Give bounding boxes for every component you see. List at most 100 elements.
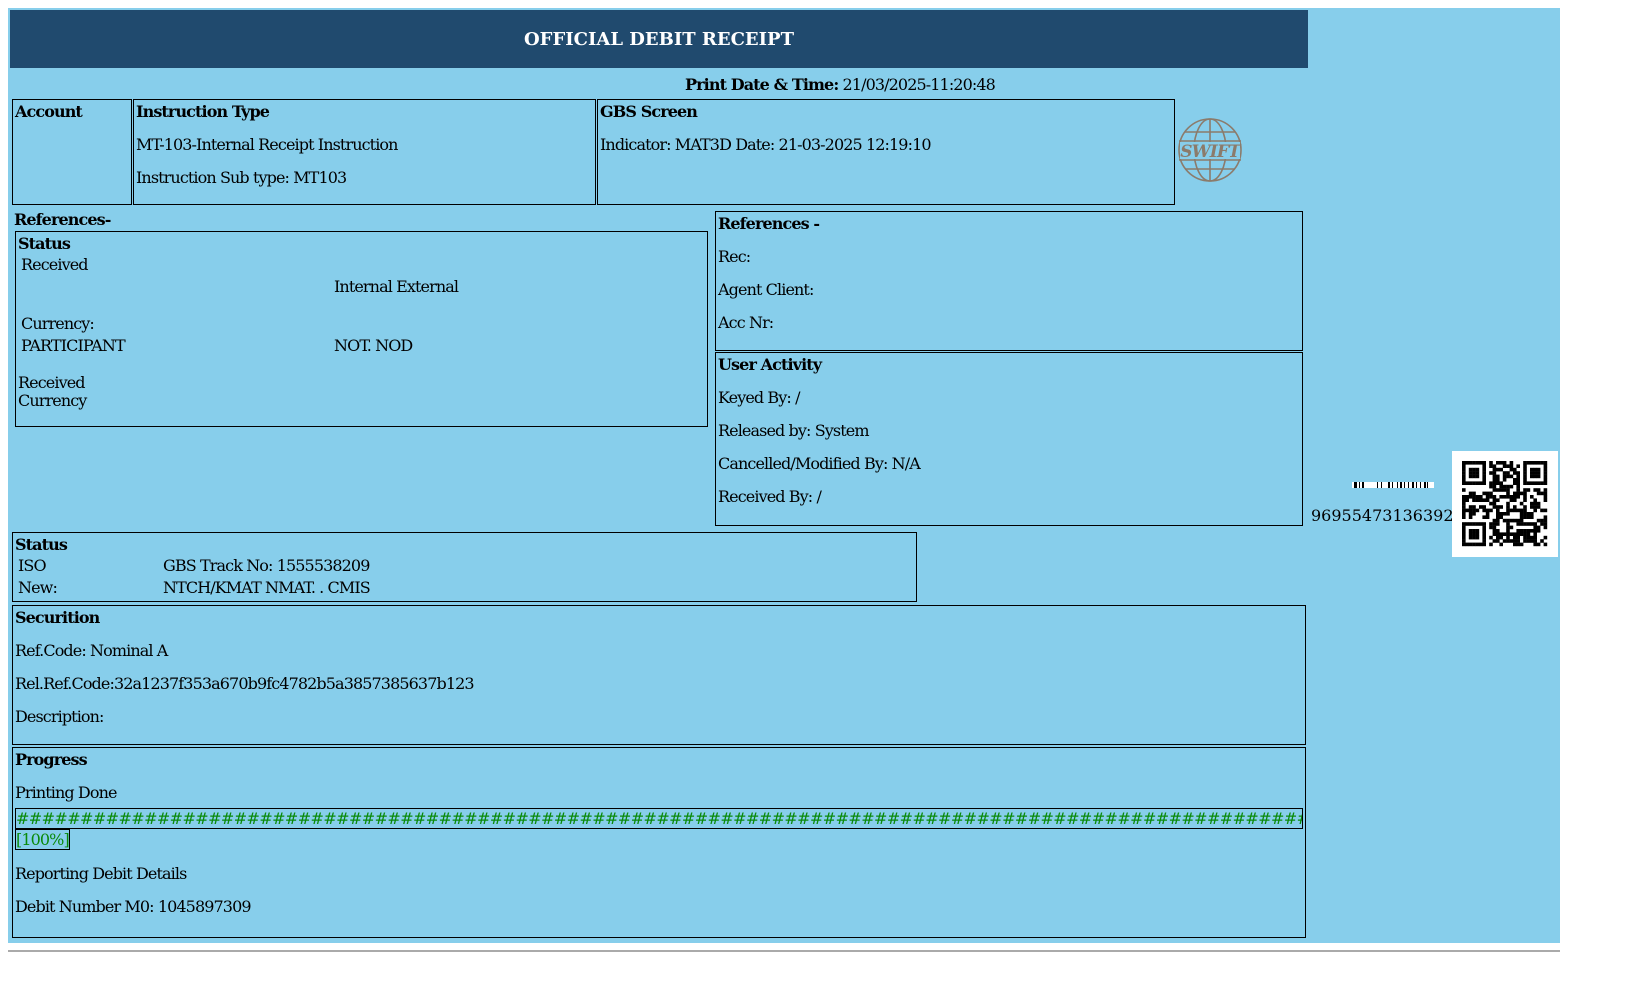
acc-nr: Acc Nr: xyxy=(718,313,774,332)
barcode-number: 96955473136392 xyxy=(1311,506,1454,525)
qr-module xyxy=(1492,522,1497,526)
qr-module xyxy=(1492,539,1497,543)
qr-module xyxy=(1543,535,1548,540)
qr-module xyxy=(1533,498,1537,502)
qr-module xyxy=(1543,508,1548,513)
agent-client: Agent Client: xyxy=(718,280,814,299)
barcode-bar xyxy=(1416,482,1417,488)
qr-module xyxy=(1499,532,1503,536)
qr-module xyxy=(1523,508,1527,513)
barcode-bar xyxy=(1356,482,1357,488)
qr-module xyxy=(1462,471,1466,475)
currency-label: Currency: xyxy=(21,314,95,333)
qr-module xyxy=(1496,478,1500,482)
qr-module xyxy=(1496,532,1500,536)
qr-module xyxy=(1475,522,1480,526)
qr-module xyxy=(1536,542,1541,547)
qr-module xyxy=(1468,481,1473,485)
qr-module xyxy=(1516,532,1520,536)
qr-module xyxy=(1496,522,1500,526)
gbs-indicator: Indicator: MAT3D Date: 21-03-2025 12:19:… xyxy=(600,135,932,154)
qr-module xyxy=(1523,467,1527,472)
qr-module xyxy=(1492,505,1497,509)
qr-module xyxy=(1530,505,1534,509)
qr-module xyxy=(1516,491,1520,496)
qr-module xyxy=(1536,505,1541,509)
qr-module xyxy=(1526,481,1531,485)
barcode-bar xyxy=(1404,482,1405,488)
barcode-bar xyxy=(1392,482,1393,488)
references-label: References- xyxy=(14,210,111,229)
qr-module xyxy=(1489,495,1493,499)
qr-module xyxy=(1489,501,1493,506)
qr-module xyxy=(1489,508,1493,513)
qr-module xyxy=(1523,488,1527,492)
qr-module xyxy=(1523,539,1527,543)
qr-module xyxy=(1530,529,1534,533)
qr-module xyxy=(1543,464,1548,468)
qr-module xyxy=(1472,532,1476,536)
qr-module xyxy=(1530,501,1534,506)
qr-module xyxy=(1530,481,1534,485)
qr-module xyxy=(1533,474,1537,479)
qr-module xyxy=(1526,522,1531,526)
qr-module xyxy=(1506,488,1510,492)
qr-module xyxy=(1526,529,1531,533)
qr-module xyxy=(1530,522,1534,526)
status-box: Status Received Internal External Curren… xyxy=(15,231,708,427)
qr-module xyxy=(1506,471,1510,475)
qr-module xyxy=(1543,488,1548,492)
references-title: References - xyxy=(718,214,820,233)
status-received: Received xyxy=(21,255,89,274)
status-title: Status xyxy=(18,234,71,253)
qr-module xyxy=(1479,542,1483,547)
qr-module xyxy=(1506,501,1510,506)
qr-module xyxy=(1465,522,1469,526)
qr-module xyxy=(1489,542,1493,547)
qr-module xyxy=(1482,491,1486,496)
qr-module xyxy=(1523,532,1527,536)
qr-module xyxy=(1516,542,1520,547)
qr-module xyxy=(1462,481,1466,485)
barcode-bar xyxy=(1362,482,1364,488)
qr-module xyxy=(1523,478,1527,482)
rec: Rec: xyxy=(718,247,751,266)
qr-module xyxy=(1543,471,1548,475)
qr-module xyxy=(1526,539,1531,543)
qr-module xyxy=(1465,481,1469,485)
qr-module xyxy=(1468,529,1473,533)
qr-module xyxy=(1499,515,1503,519)
qr-module xyxy=(1472,491,1476,496)
qr-module xyxy=(1523,515,1527,519)
qr-module xyxy=(1506,474,1510,479)
qr-module xyxy=(1516,508,1520,513)
qr-module xyxy=(1482,498,1486,502)
received-label: Received xyxy=(18,373,86,392)
qr-module xyxy=(1485,515,1490,519)
qr-module xyxy=(1543,515,1548,519)
qr-module xyxy=(1496,539,1500,543)
qr-module xyxy=(1462,515,1466,519)
qr-module xyxy=(1509,464,1514,468)
qr-module xyxy=(1492,501,1497,506)
instruction-type-box: Instruction Type MT-103-Internal Receipt… xyxy=(133,99,596,205)
qr-module xyxy=(1482,464,1486,468)
page-title: OFFICIAL DEBIT RECEIPT xyxy=(10,10,1308,68)
qr-module xyxy=(1523,498,1527,502)
internal-external: Internal External xyxy=(334,277,459,296)
qr-module xyxy=(1482,478,1486,482)
qr-module xyxy=(1543,542,1548,547)
qr-module xyxy=(1485,508,1490,513)
qr-module xyxy=(1509,532,1514,536)
qr-module xyxy=(1533,525,1537,530)
print-datetime-label: Print Date & Time: xyxy=(685,75,839,94)
qr-module xyxy=(1462,474,1466,479)
account-box: Account xyxy=(12,99,132,205)
qr-module xyxy=(1516,535,1520,540)
qr-module xyxy=(1472,498,1476,502)
qr-module xyxy=(1519,529,1524,533)
qr-module xyxy=(1509,498,1514,502)
qr-module xyxy=(1492,518,1497,523)
qr-module xyxy=(1536,525,1541,530)
qr-module xyxy=(1462,505,1466,509)
